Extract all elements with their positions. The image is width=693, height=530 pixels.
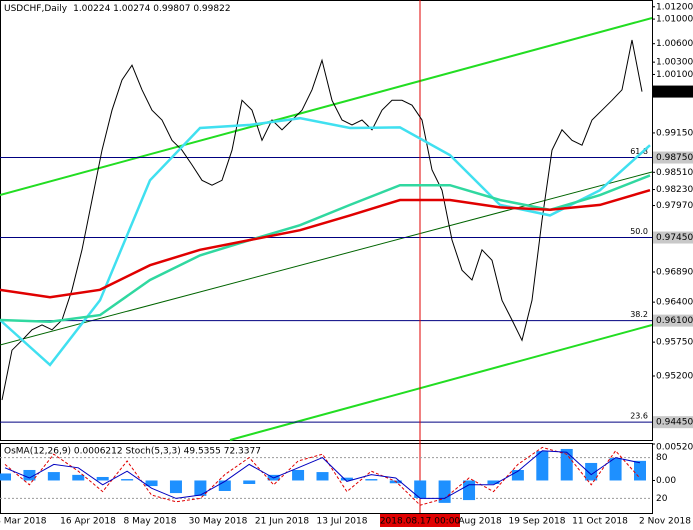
osma-bar	[340, 477, 353, 481]
y-tick-label: 0.98510	[656, 168, 693, 178]
y-tick-label: 0.96890	[656, 268, 693, 278]
y-tick-label: 1.01000	[656, 15, 693, 25]
osma-bar	[536, 451, 549, 481]
y-tick-label: 1.00600	[656, 39, 693, 49]
ohlc: 1.00224 1.00274 0.99807 0.99822	[73, 4, 230, 14]
price-line	[1, 39, 643, 401]
x-tick-label: 23 Mar 2018	[0, 517, 47, 527]
osma-bar	[463, 480, 476, 501]
y-tick-label: 20	[656, 494, 668, 504]
osma-bar	[365, 479, 378, 481]
symbol: USDCHF,Daily	[4, 4, 68, 14]
x-tick-label: 11 Oct 2018	[572, 517, 628, 527]
price-box	[653, 151, 693, 164]
y-tick-label: 0.97970	[656, 201, 693, 211]
osma-bar	[47, 472, 60, 481]
moving-average	[0, 116, 651, 367]
x-tick-label: 8 May 2018	[124, 517, 177, 527]
x-tick-label: 21 Jun 2018	[255, 517, 309, 527]
price-box	[653, 416, 693, 429]
osma-bar	[292, 469, 305, 481]
y-tick-label: 0.99150	[656, 128, 693, 138]
osma-bar	[487, 480, 500, 484]
osma-bar	[96, 476, 109, 481]
osma-bar	[194, 480, 207, 496]
y-tick-label: 0.94450	[656, 418, 693, 428]
price-box	[653, 231, 693, 244]
osma-bar	[511, 469, 524, 481]
osma-bar	[218, 480, 231, 491]
stochastic-line	[4, 450, 641, 499]
moving-average	[0, 189, 651, 299]
osma-bar	[23, 469, 36, 481]
level-label: 23.6	[630, 412, 648, 421]
y-tick-label: 1.01200	[656, 2, 693, 12]
channel-lower	[229, 324, 653, 441]
stochastic-line	[4, 446, 641, 506]
channel-upper	[0, 17, 653, 196]
y-tick-label: 1.00100	[656, 70, 693, 80]
osma-bar	[414, 480, 427, 498]
level-label: 50.0	[630, 227, 648, 236]
y-tick-label: 1.00300	[656, 58, 693, 68]
osma-bar	[560, 448, 573, 481]
y-tick-label: 0.96400	[656, 298, 693, 308]
osma-bar	[316, 472, 329, 481]
osma-bar	[169, 480, 182, 494]
level-label: 61.8	[630, 147, 648, 156]
osma-bar	[609, 458, 622, 481]
y-tick-label: 80	[656, 453, 668, 463]
x-tick-label: 30 May 2018	[189, 517, 248, 527]
y-tick-label: 0.98750	[656, 153, 693, 163]
y-tick-label: 0.97450	[656, 233, 693, 243]
osma-bar	[145, 480, 158, 487]
y-tick-label: 0.95750	[656, 338, 693, 348]
y-tick-label: 0.96100	[656, 316, 693, 326]
osma-bar	[243, 480, 256, 484]
y-tick-label: 0.99822	[656, 87, 693, 97]
main-pane	[0, 0, 653, 441]
symbol-title: USDCHF,Daily 1.00224 1.00274 0.99807 0.99…	[4, 4, 231, 14]
x-tick-label: 19 Sep 2018	[508, 517, 565, 527]
osma-bar	[634, 460, 646, 481]
level-label: 38.2	[630, 310, 648, 319]
osma-bar	[585, 462, 598, 481]
price-box	[653, 314, 693, 327]
x-tick-label: 13 Jul 2018	[317, 517, 368, 527]
x-tick-label: 2 Nov 2018	[639, 517, 691, 527]
osma-bar	[0, 473, 11, 481]
oscillator-title: OsMA(12,26,9) 0.0006212 Stoch(5,3,3) 49.…	[4, 447, 261, 457]
y-tick-label: 0.00	[656, 476, 676, 486]
osma-bar	[121, 479, 134, 481]
x-tick-label: Aug 2018	[458, 517, 502, 527]
trend-line	[0, 171, 653, 346]
osma-bar	[72, 474, 85, 481]
y-tick-label: 0.95200	[656, 372, 693, 382]
time-marker-box	[380, 514, 460, 527]
time-marker-label: 2018.08.17 00:00	[380, 517, 461, 527]
price-box	[653, 85, 693, 98]
y-tick-label: 0.005207	[656, 443, 693, 453]
y-tick-label: 0.98230	[656, 185, 693, 195]
x-tick-label: 16 Apr 2018	[60, 517, 116, 527]
